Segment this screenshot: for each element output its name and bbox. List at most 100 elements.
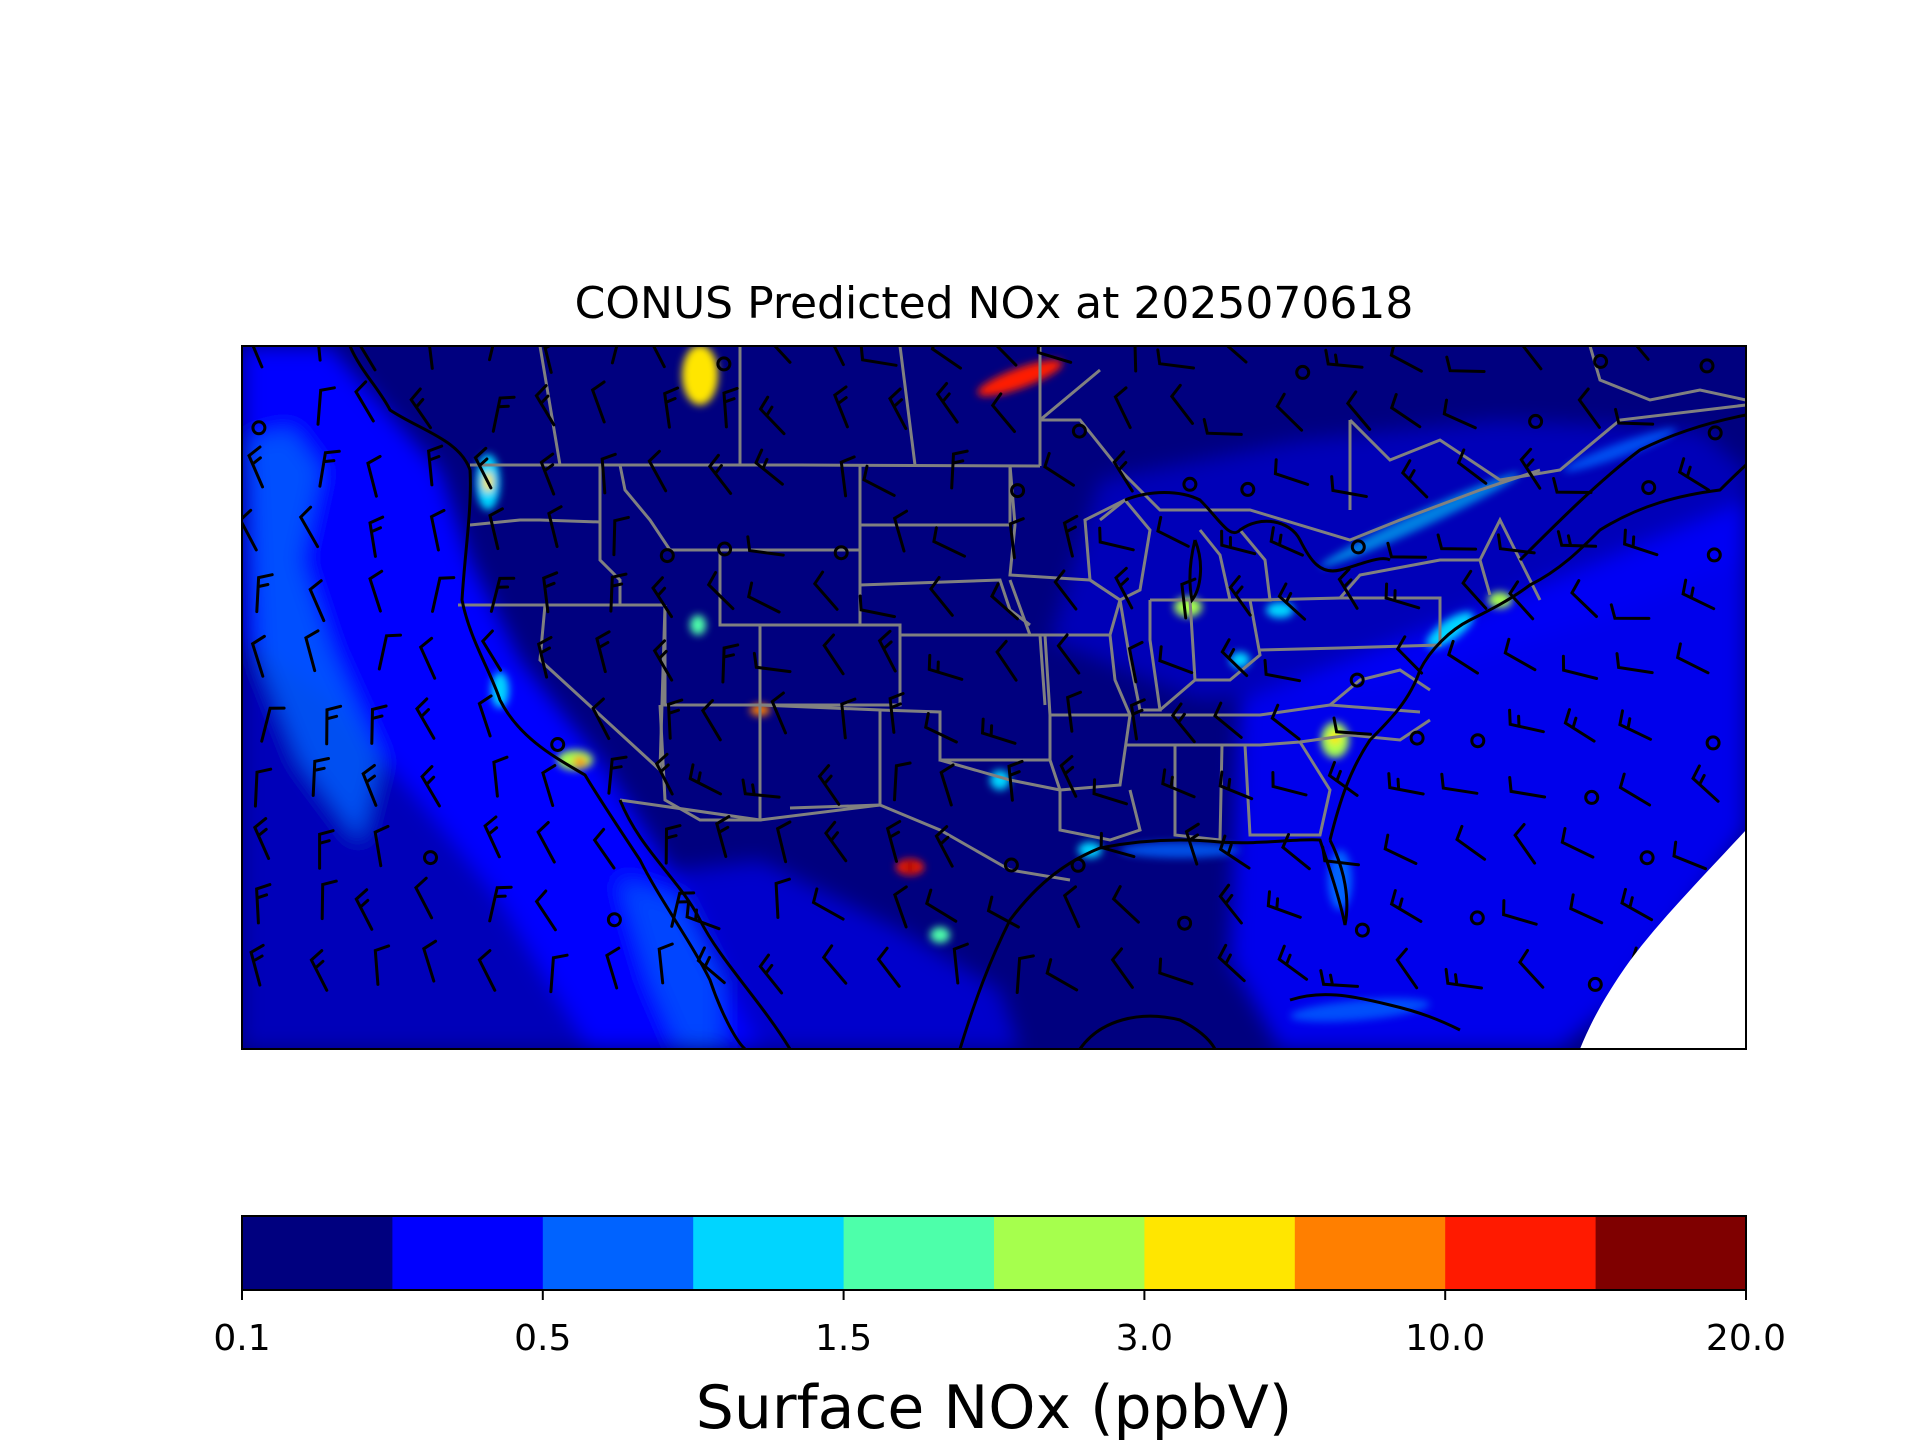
wind-barb <box>253 767 273 808</box>
wind-barb <box>935 382 959 424</box>
wind-barb <box>1062 885 1081 929</box>
wind-barb <box>1677 457 1711 492</box>
wind-barb <box>1634 346 1650 361</box>
colorado-border <box>760 623 902 707</box>
wind-barb <box>298 505 320 549</box>
wind-barb <box>1133 346 1141 373</box>
wind-barb <box>590 380 606 424</box>
wind-barb <box>311 757 330 797</box>
wind-barb <box>1675 642 1710 675</box>
wind-barb <box>1620 887 1654 922</box>
wind-barb <box>1324 348 1364 369</box>
calm-wind-circle <box>1350 539 1366 555</box>
hotspot-mexico-city <box>930 927 950 943</box>
wind-barb <box>247 445 264 489</box>
calm-wind-circle <box>1295 364 1311 380</box>
wind-barb <box>1436 533 1478 551</box>
wind-barb <box>1220 529 1257 556</box>
wind-barb <box>1065 690 1082 733</box>
wind-barb <box>888 692 905 734</box>
pacific-coastal-lightblue <box>250 430 380 840</box>
gulf-of-california-coast <box>618 799 792 1049</box>
wind-barb <box>1007 759 1024 802</box>
wind-barb <box>862 464 896 497</box>
wisconsin-border <box>1089 497 1152 602</box>
hotspot-cuba <box>1290 998 1430 1022</box>
wind-barb <box>595 630 611 674</box>
wind-barb <box>1618 709 1652 741</box>
wind-barb <box>1444 967 1483 990</box>
wind-barb <box>431 576 456 613</box>
wind-barb <box>670 891 696 928</box>
new-york-border <box>1338 558 1492 599</box>
calm-wind-circle <box>606 912 622 928</box>
colorbar-tick-label: 20.0 <box>1706 1318 1786 1359</box>
wind-barb <box>1281 833 1311 871</box>
calm-wind-circle <box>1182 476 1198 492</box>
wind-barb <box>422 939 438 983</box>
wind-barb <box>255 573 274 614</box>
wind-barb <box>1330 475 1368 498</box>
wind-barb <box>354 888 374 931</box>
wind-barb <box>824 820 848 863</box>
colorbar-ticks: 0.1 0.5 1.5 3.0 10.0 20.0 <box>213 1290 1786 1359</box>
hotspot-chicago <box>1174 597 1202 617</box>
wind-barb <box>859 346 898 367</box>
wind-barb <box>1513 823 1537 865</box>
wind-barb <box>715 815 731 858</box>
wind-barb <box>1615 652 1654 675</box>
wind-barb <box>1447 639 1479 675</box>
wind-barb <box>473 446 493 490</box>
wind-barb <box>373 824 390 868</box>
wind-barb <box>1519 447 1542 490</box>
wind-barb <box>995 346 1018 367</box>
hudson-bay-border <box>1588 346 1746 402</box>
wind-barb <box>477 694 493 738</box>
wind-barb <box>1508 708 1545 734</box>
wind-barb <box>1218 834 1251 870</box>
wind-barb <box>832 385 849 429</box>
wind-barb <box>1099 831 1136 859</box>
wind-barb <box>325 704 343 746</box>
wind-barb <box>892 509 909 553</box>
wind-barb <box>1618 772 1652 807</box>
wind-barb <box>1383 833 1418 865</box>
canada-us-border-west <box>470 463 1041 468</box>
wind-barb <box>255 883 272 925</box>
wind-barb <box>1400 459 1429 499</box>
wind-barb <box>1056 633 1081 675</box>
canada-border-east <box>1038 418 1541 542</box>
wind-barb <box>876 946 901 988</box>
wind-barb <box>414 876 434 920</box>
calm-wind-circle <box>1707 425 1723 441</box>
calm-wind-circle <box>1470 733 1486 749</box>
wind-barb <box>415 697 436 740</box>
hotspot-los-angeles-core <box>573 757 587 767</box>
calm-wind-circle <box>251 420 267 436</box>
colorbar-segment <box>843 1216 995 1290</box>
wind-barb <box>939 763 955 807</box>
utah-border <box>663 605 762 707</box>
calm-wind-circle <box>1641 480 1657 496</box>
wind-barb <box>1213 701 1243 739</box>
wind-barb <box>950 449 969 490</box>
wind-barb <box>647 449 668 493</box>
wind-barb <box>952 942 969 985</box>
canadian-province-border-4 <box>1038 346 1101 424</box>
wind-barb <box>1263 658 1301 683</box>
idaho-montana-border <box>618 464 720 552</box>
canadian-province-border-3 <box>898 346 917 466</box>
calm-wind-circle <box>1070 857 1086 873</box>
wind-barb <box>1332 716 1372 736</box>
wind-barb <box>252 817 271 860</box>
wind-barb <box>547 505 563 548</box>
wind-barb <box>986 895 1020 929</box>
hotspot-monterrey-core <box>904 863 916 871</box>
wind-barb <box>1569 893 1604 925</box>
wind-barb <box>1561 654 1599 680</box>
wind-barb <box>1395 947 1419 990</box>
wind-barb <box>1062 514 1079 558</box>
wind-barb <box>543 346 553 374</box>
